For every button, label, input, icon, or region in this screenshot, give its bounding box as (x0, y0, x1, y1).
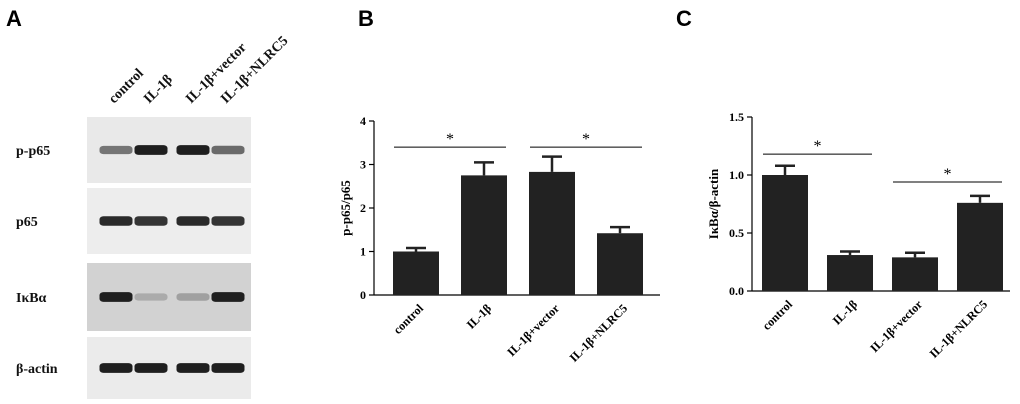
x-tick-label: control (390, 301, 426, 337)
bar (892, 257, 938, 291)
blot-band (134, 293, 168, 301)
blot-band (99, 292, 133, 302)
bar (762, 175, 808, 291)
x-tick-label: control (759, 297, 795, 333)
blot-row-label: p65 (16, 215, 38, 230)
blot-row-label: β-actin (16, 362, 58, 377)
bar (957, 202, 1003, 291)
panel-letter-a: A (6, 6, 22, 31)
blot-band (99, 363, 133, 373)
blot-band (134, 145, 168, 155)
x-tick-label: IL-1β+NLRC5 (567, 301, 631, 365)
panel-letter-b: B (358, 6, 374, 31)
y-tick-label: 4 (360, 114, 366, 128)
x-tick-label: IL-1β+vector (504, 301, 562, 359)
chart-b: 0 1 2 3 4 p-p65/p65 control IL-1β IL-1β+vector IL… (338, 114, 660, 365)
blot-band (134, 216, 168, 226)
blot-band (176, 363, 210, 373)
bar (461, 175, 507, 295)
blot-band (176, 293, 210, 301)
x-tick-label: IL-1β+vector (867, 297, 925, 355)
y-tick-label: 0 (360, 288, 366, 302)
bar (827, 255, 873, 291)
bar (529, 171, 575, 295)
blot-row-label: IκBα (16, 291, 47, 306)
y-tick-label: 0.5 (729, 226, 744, 240)
blot-band (176, 216, 210, 226)
x-tick-label: IL-1β (464, 301, 494, 331)
blot-band (211, 216, 245, 226)
blot-lane-label: IL-1β (141, 72, 176, 107)
y-tick-label: 0.0 (729, 284, 744, 298)
y-tick-label: 2 (360, 201, 366, 215)
blot-band (211, 145, 245, 155)
blot-row-label: p-p65 (16, 144, 50, 159)
y-tick-label: 1 (360, 245, 366, 259)
blot-band (211, 292, 245, 302)
y-tick-label: 3 (360, 158, 366, 172)
x-tick-label: IL-1β+NLRC5 (927, 297, 991, 361)
blot-band (176, 145, 210, 155)
y-axis-label: IκBα/β-actin (706, 168, 721, 239)
blot-band (99, 216, 133, 226)
significance-marker: * (446, 131, 454, 148)
y-axis-label: p-p65/p65 (338, 180, 353, 236)
y-tick-label: 1.0 (729, 168, 744, 182)
panel-letter-c: C (676, 6, 692, 31)
blot-band (211, 363, 245, 373)
blot-band (134, 363, 168, 373)
x-tick-label: IL-1β (830, 297, 860, 327)
significance-marker: * (582, 131, 590, 148)
blot-lane-label: control (106, 66, 147, 107)
bar (597, 233, 643, 295)
significance-marker: * (944, 166, 952, 183)
bar (393, 251, 439, 295)
significance-marker: * (814, 138, 822, 155)
blot-band (99, 145, 133, 155)
y-tick-label: 1.5 (729, 110, 744, 124)
